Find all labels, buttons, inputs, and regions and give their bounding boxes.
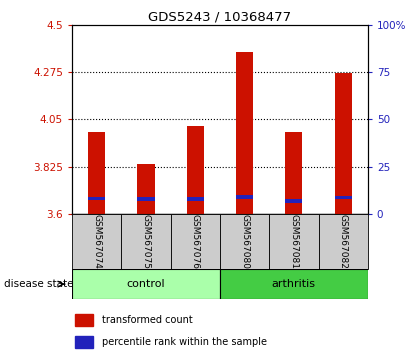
Bar (88, 197, 105, 200)
Bar (88, 132, 105, 214)
Text: transformed count: transformed count (102, 315, 192, 325)
Text: percentile rank within the sample: percentile rank within the sample (102, 337, 266, 348)
Text: GSM567075: GSM567075 (141, 214, 150, 269)
Text: GSM567080: GSM567080 (240, 214, 249, 269)
Bar (285, 199, 302, 202)
Bar (335, 73, 352, 214)
Bar (220, 214, 269, 269)
Bar (220, 269, 368, 299)
Bar (171, 214, 220, 269)
Text: GSM567076: GSM567076 (191, 214, 200, 269)
Bar (137, 197, 155, 201)
Bar (269, 214, 319, 269)
Bar (187, 197, 204, 201)
Text: control: control (127, 279, 165, 289)
Bar (187, 126, 204, 214)
Bar (335, 196, 352, 199)
Bar (75, 314, 92, 326)
Title: GDS5243 / 10368477: GDS5243 / 10368477 (148, 11, 291, 24)
Bar (236, 195, 253, 199)
Text: GSM567082: GSM567082 (339, 214, 348, 269)
Bar (137, 164, 155, 214)
Bar (285, 132, 302, 214)
Bar (319, 214, 368, 269)
Text: arthritis: arthritis (272, 279, 316, 289)
Text: disease state: disease state (4, 279, 74, 289)
Bar (75, 336, 92, 348)
Bar (72, 214, 121, 269)
Bar (72, 269, 220, 299)
Text: GSM567074: GSM567074 (92, 214, 101, 269)
Text: GSM567081: GSM567081 (289, 214, 298, 269)
Bar (121, 214, 171, 269)
Bar (236, 52, 253, 214)
